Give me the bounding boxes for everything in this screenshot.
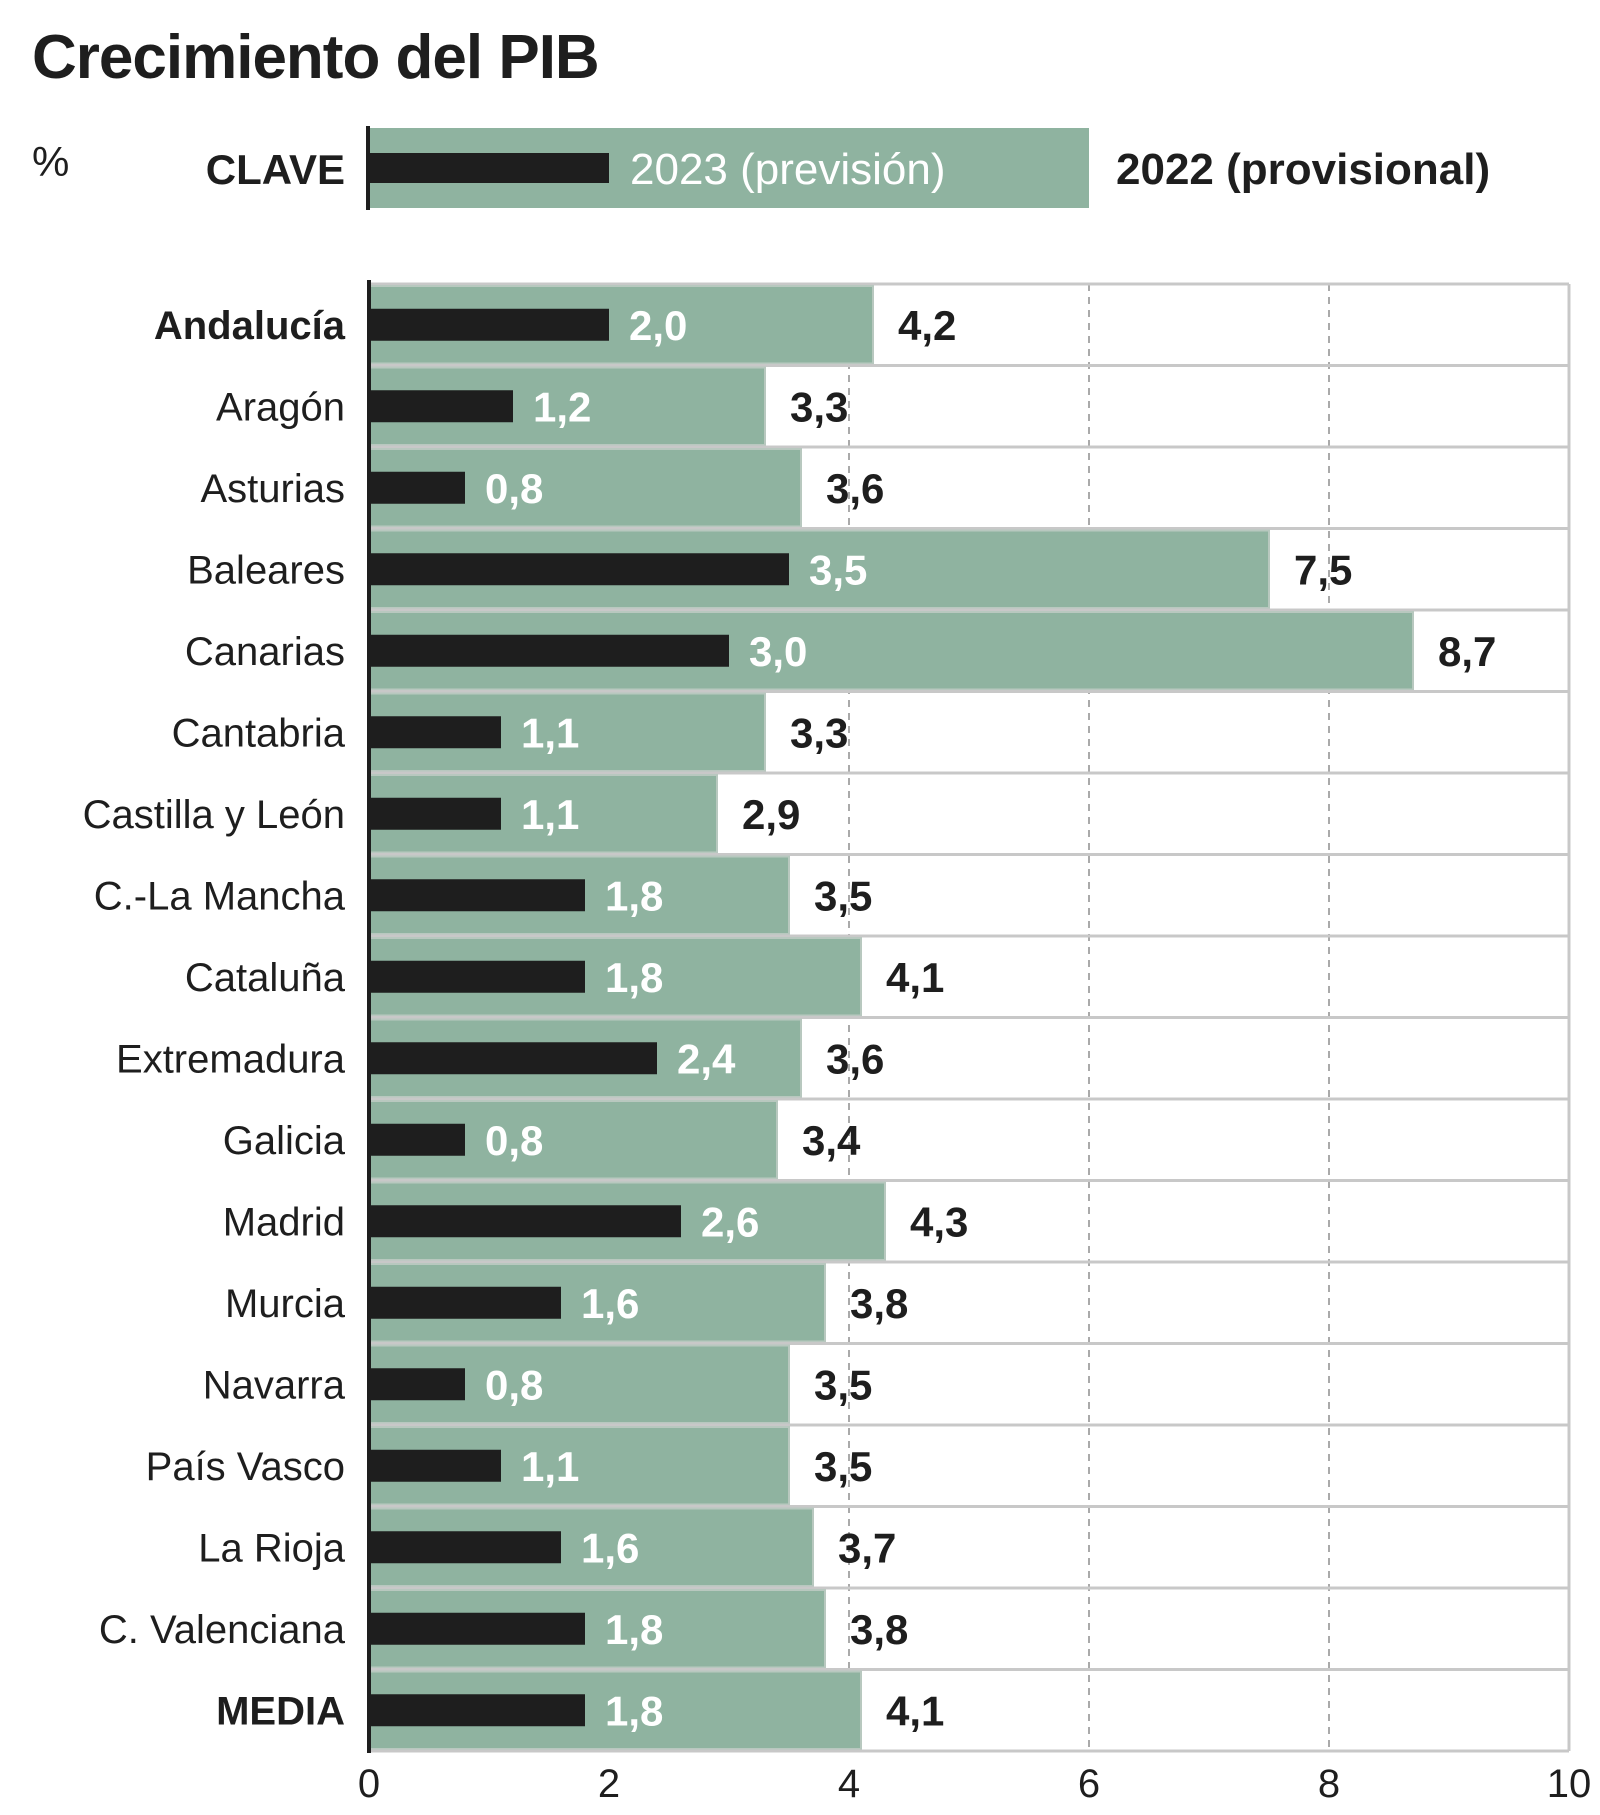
x-tick-label: 6 — [1078, 1762, 1100, 1806]
value-label-2023: 2,6 — [701, 1198, 759, 1245]
value-label-2023: 1,1 — [521, 1443, 579, 1490]
unit-label: % — [32, 138, 70, 185]
value-label-2022: 4,2 — [898, 302, 956, 349]
value-label-2022: 7,5 — [1294, 546, 1352, 593]
bar-2023 — [369, 1449, 501, 1482]
value-label-2022: 8,7 — [1438, 628, 1496, 675]
category-label: Murcia — [225, 1282, 346, 1326]
category-label: C. Valenciana — [99, 1608, 346, 1652]
value-label-2023: 1,1 — [521, 791, 579, 838]
category-label: Asturias — [201, 467, 346, 511]
bar-2023 — [369, 308, 609, 341]
bar-2023 — [369, 471, 465, 504]
bar-2023 — [369, 1123, 465, 1156]
chart-title: Crecimiento del PIB — [32, 23, 600, 92]
value-label-2023: 1,8 — [605, 872, 663, 919]
value-label-2022: 3,7 — [838, 1524, 896, 1571]
value-label-2022: 4,1 — [886, 1687, 944, 1734]
value-label-2022: 3,8 — [850, 1606, 908, 1653]
category-label: Baleares — [187, 548, 345, 592]
bar-2023 — [369, 1205, 681, 1238]
value-label-2023: 0,8 — [485, 1361, 543, 1408]
category-label: País Vasco — [146, 1445, 345, 1489]
value-label-2023: 0,8 — [485, 465, 543, 512]
value-label-2023: 1,8 — [605, 954, 663, 1001]
bar-2023 — [369, 634, 729, 667]
value-label-2022: 4,3 — [910, 1198, 968, 1245]
bar-2023 — [369, 1286, 561, 1319]
bar-2023 — [369, 390, 513, 423]
value-label-2022: 3,3 — [790, 709, 848, 756]
category-label: Navarra — [203, 1363, 346, 1407]
value-label-2022: 2,9 — [742, 791, 800, 838]
value-label-2023: 3,0 — [749, 628, 807, 675]
value-label-2022: 3,5 — [814, 872, 872, 919]
bar-2023 — [369, 879, 585, 912]
legend-key-label: CLAVE — [205, 146, 345, 193]
value-label-2023: 0,8 — [485, 1117, 543, 1164]
x-tick-label: 4 — [838, 1762, 860, 1806]
x-tick-label: 10 — [1547, 1762, 1592, 1806]
category-label: Extremadura — [116, 1037, 346, 1081]
category-label: Andalucía — [154, 304, 346, 348]
bar-2022 — [368, 529, 1270, 609]
category-label: C.-La Mancha — [94, 874, 346, 918]
value-label-2022: 4,1 — [886, 954, 944, 1001]
category-label: MEDIA — [216, 1689, 345, 1733]
value-label-2023: 1,8 — [605, 1687, 663, 1734]
x-tick-label: 0 — [358, 1762, 380, 1806]
value-label-2023: 1,2 — [533, 383, 591, 430]
value-label-2023: 3,5 — [809, 546, 867, 593]
value-label-2023: 1,6 — [581, 1280, 639, 1327]
category-label: Cantabria — [172, 711, 346, 755]
legend-label-2023: 2023 (previsión) — [630, 145, 946, 194]
category-label: Madrid — [223, 1200, 345, 1244]
bar-2023 — [369, 960, 585, 993]
value-label-2023: 1,6 — [581, 1524, 639, 1571]
legend-axis-line — [366, 126, 370, 210]
value-label-2023: 2,0 — [629, 302, 687, 349]
bar-2023 — [369, 553, 789, 586]
legend-swatch-2023 — [369, 153, 609, 183]
legend-label-2022: 2022 (provisional) — [1116, 145, 1491, 194]
value-label-2022: 3,4 — [802, 1117, 861, 1164]
bar-2023 — [369, 1531, 561, 1564]
category-label: La Rioja — [198, 1526, 346, 1570]
value-label-2023: 1,1 — [521, 709, 579, 756]
value-label-2022: 3,5 — [814, 1443, 872, 1490]
value-label-2022: 3,3 — [790, 383, 848, 430]
value-label-2023: 2,4 — [677, 1035, 736, 1082]
value-label-2022: 3,5 — [814, 1361, 872, 1408]
category-label: Castilla y León — [83, 793, 345, 837]
x-tick-label: 8 — [1318, 1762, 1340, 1806]
value-label-2022: 3,6 — [826, 1035, 884, 1082]
value-label-2023: 1,8 — [605, 1606, 663, 1653]
category-label: Cataluña — [185, 956, 346, 1000]
bar-2023 — [369, 716, 501, 749]
category-label: Galicia — [223, 1119, 346, 1163]
bar-2023 — [369, 797, 501, 830]
bar-2023 — [369, 1368, 465, 1401]
bar-2023 — [369, 1612, 585, 1645]
bar-2023 — [369, 1042, 657, 1075]
value-label-2022: 3,6 — [826, 465, 884, 512]
x-tick-label: 2 — [598, 1762, 620, 1806]
bar-2023 — [369, 1694, 585, 1727]
value-label-2022: 3,8 — [850, 1280, 908, 1327]
category-label: Aragón — [216, 385, 345, 429]
category-label: Canarias — [185, 630, 345, 674]
